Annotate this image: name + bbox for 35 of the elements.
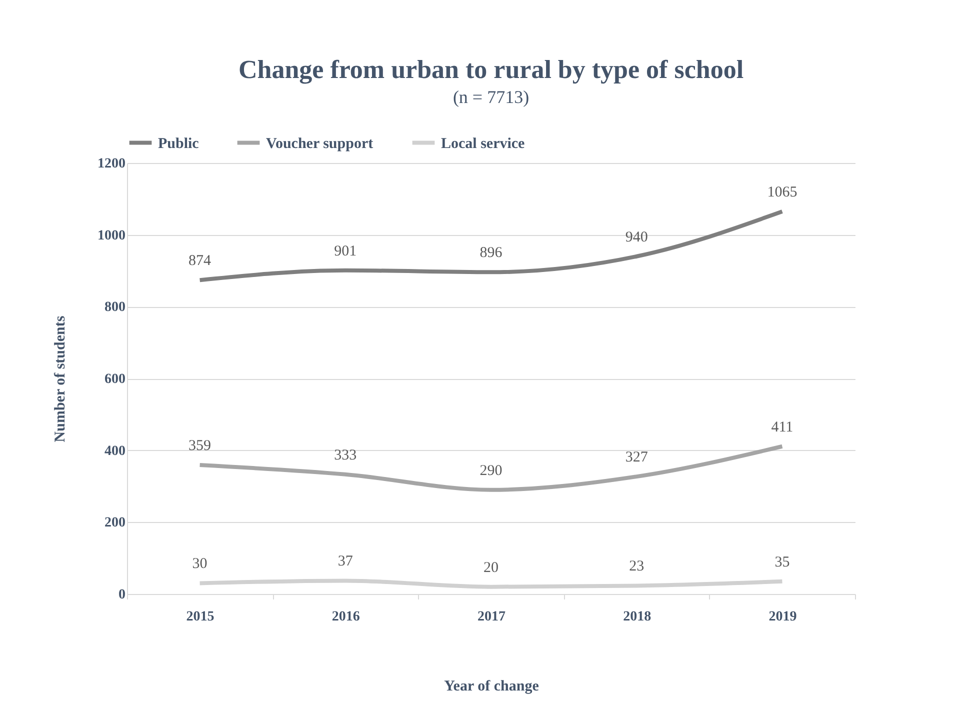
y-tick-label: 1200 bbox=[98, 156, 126, 172]
data-label: 411 bbox=[771, 419, 794, 436]
x-tick-label: 2018 bbox=[623, 610, 652, 624]
x-tick-label: 2015 bbox=[186, 610, 214, 624]
data-label: 327 bbox=[625, 450, 648, 466]
y-tick-label: 0 bbox=[118, 588, 126, 602]
y-tick-label: 200 bbox=[104, 516, 126, 531]
line-series bbox=[198, 578, 784, 589]
data-label: 30 bbox=[192, 556, 208, 572]
x-tick-label: 2019 bbox=[768, 610, 797, 624]
data-label: 37 bbox=[338, 554, 354, 570]
chart-title: Change from urban to rural by type of school bbox=[238, 55, 744, 84]
data-label: 23 bbox=[629, 558, 644, 575]
data-label: 290 bbox=[480, 462, 502, 479]
x-axis-title: Year of change bbox=[444, 678, 540, 694]
data-label: 901 bbox=[334, 243, 357, 260]
y-tick-label: 600 bbox=[104, 372, 126, 387]
data-label: 333 bbox=[334, 447, 357, 464]
y-tick-label: 400 bbox=[104, 444, 126, 459]
x-tick-label: 2017 bbox=[478, 610, 506, 624]
data-label: 940 bbox=[625, 229, 648, 246]
data-label: 896 bbox=[480, 245, 503, 262]
data-label: 35 bbox=[774, 554, 790, 570]
legend-label: Voucher support bbox=[266, 136, 374, 152]
y-tick-label: 800 bbox=[104, 300, 126, 316]
legend-label: Local service bbox=[441, 136, 526, 152]
legend-label: Public bbox=[158, 136, 200, 152]
y-tick-label: 1000 bbox=[98, 228, 126, 244]
x-tick-label: 2016 bbox=[332, 610, 360, 624]
y-axis-title: Number of students bbox=[52, 316, 68, 442]
chart-subtitle: (n = 7713) bbox=[452, 87, 530, 107]
data-label: 20 bbox=[484, 560, 498, 576]
data-label: 874 bbox=[188, 253, 212, 270]
data-label: 1065 bbox=[767, 184, 798, 200]
data-label: 359 bbox=[188, 438, 212, 454]
